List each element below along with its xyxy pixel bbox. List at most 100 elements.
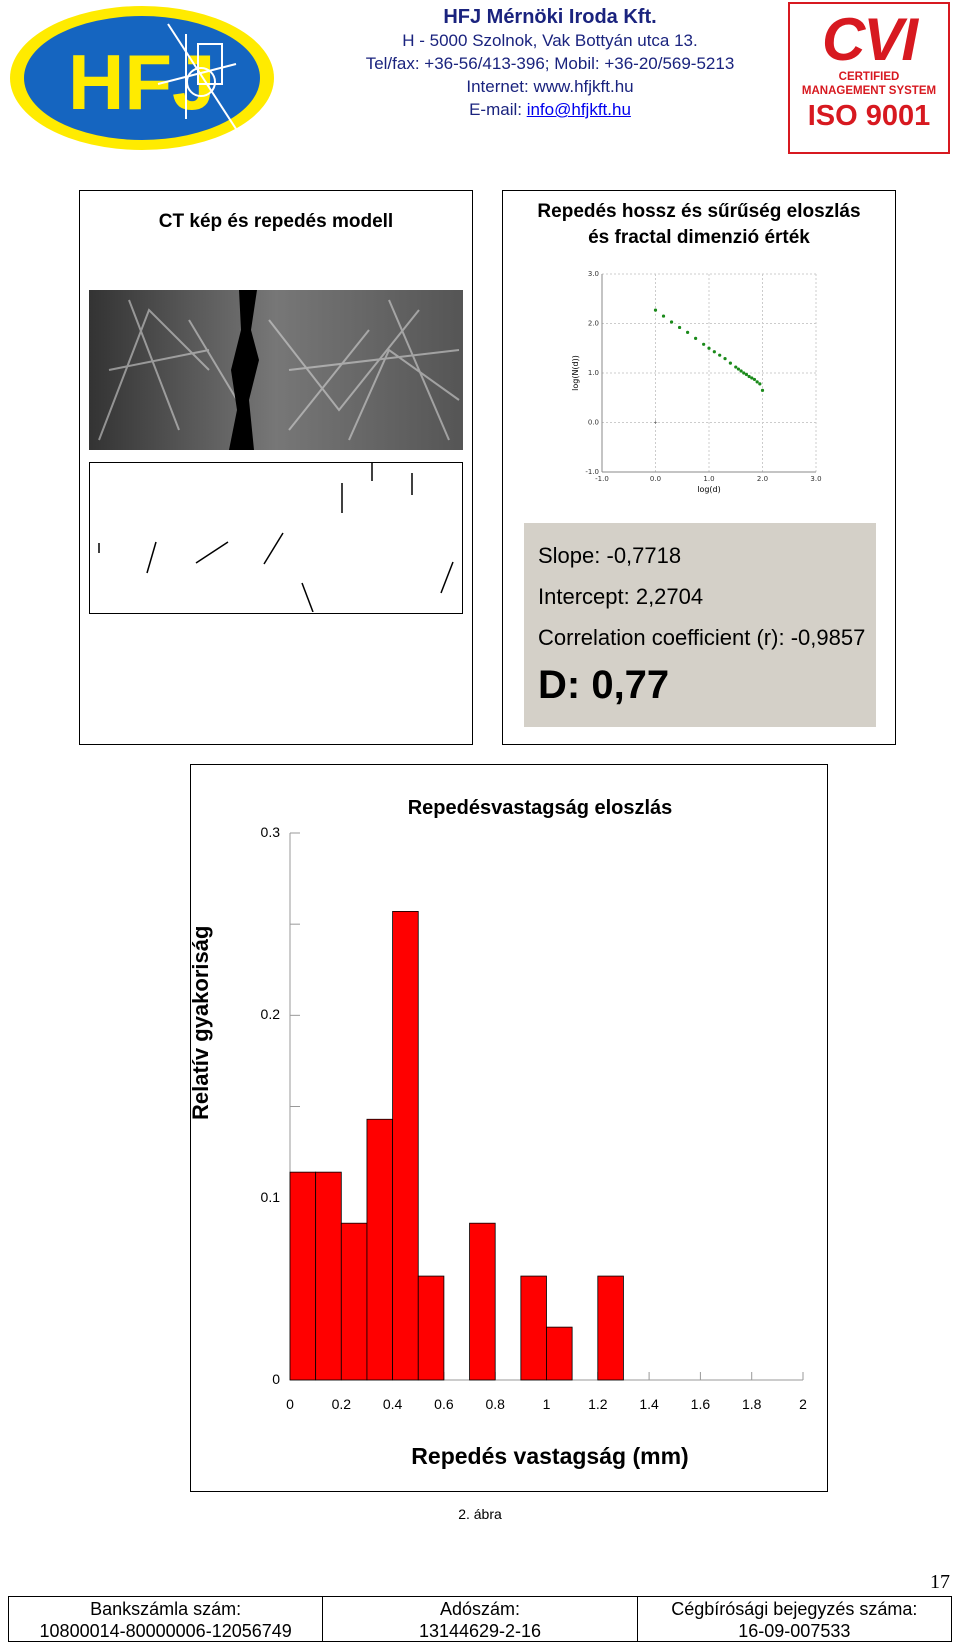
scatter-point — [723, 357, 727, 361]
scatter-point — [760, 388, 765, 392]
ct-panel-title: CT kép és repedés modell — [158, 211, 394, 232]
scatter-y-tick-label: 2.0 — [588, 320, 599, 328]
footer-bank: Bankszámla szám: 10800014-80000006-12056… — [9, 1597, 324, 1641]
footer-tax: Adószám: 13144629-2-16 — [323, 1597, 638, 1641]
scatter-point — [694, 336, 698, 340]
scatter-point — [734, 365, 738, 369]
footer-bank-value: 10800014-80000006-12056749 — [39, 1621, 292, 1641]
histogram-bar — [597, 1275, 624, 1381]
histogram-bar — [289, 1171, 317, 1381]
histogram-x-tick-label: 1.8 — [741, 1396, 762, 1412]
scatter-point — [718, 353, 722, 357]
scatter-x-tick-label: 1.0 — [703, 475, 714, 483]
scatter-point — [739, 369, 743, 373]
histogram-y-tick-label: 0 — [272, 1371, 280, 1387]
footer: Bankszámla szám: 10800014-80000006-12056… — [8, 1596, 952, 1642]
cvi-logo-management: MANAGEMENT SYSTEM — [801, 85, 937, 97]
email-label: E-mail: — [469, 100, 527, 119]
histogram-y-tick-label: 0.1 — [260, 1188, 280, 1205]
scatter-y-tick-label: 1.0 — [588, 369, 599, 377]
cvi-logo-iso: ISO 9001 — [807, 100, 931, 132]
slope-value: Slope: -0,7718 — [538, 543, 682, 568]
histogram-x-tick-label: 1.2 — [588, 1396, 608, 1412]
histogram-x-tick-label: 0 — [286, 1396, 294, 1412]
scatter-point — [750, 376, 754, 380]
fractal-dimension-value: D: 0,77 — [538, 663, 670, 707]
company-info: HFJ Mérnöki Iroda Kft. H - 5000 Szolnok,… — [290, 6, 810, 121]
footer-tax-value: 13144629-2-16 — [418, 1621, 542, 1641]
fractal-panel-title-2: és fractal dimenzió érték — [588, 227, 810, 248]
histogram-bar — [340, 1222, 368, 1381]
histogram-bar — [417, 1275, 445, 1381]
footer-registry-label: Cégbírósági bejegyzés száma: — [671, 1599, 918, 1619]
histogram-bar — [520, 1275, 547, 1381]
scatter-point — [752, 377, 757, 382]
scatter-point — [661, 314, 666, 318]
scatter-point — [707, 346, 711, 350]
cvi-logo-certified: CERTIFIED — [838, 71, 900, 83]
histogram-y-axis-title: Relatív gyakoriság — [188, 925, 213, 1120]
scatter-point — [702, 342, 706, 346]
correlation-value: Correlation coefficient (r): -0,9857 — [538, 625, 866, 650]
figure-caption: 2. ábra — [458, 1506, 502, 1522]
scatter-point — [653, 308, 658, 312]
scatter-point — [758, 382, 762, 386]
intercept-value: Intercept: 2,2704 — [538, 584, 704, 609]
fractal-panel-title-1: Repedés hossz és sűrűség eloszlás — [537, 201, 861, 222]
scatter-x-axis-title: log(d) — [697, 485, 721, 494]
scatter-origin-marker: + — [653, 420, 657, 427]
scatter-point — [728, 361, 732, 365]
scatter-point — [744, 372, 749, 377]
footer-registry: Cégbírósági bejegyzés száma: 16-09-00753… — [638, 1597, 951, 1641]
ct-scan-image — [89, 290, 463, 450]
histogram-x-tick-label: 1.6 — [690, 1396, 711, 1412]
crack-model-diagram — [89, 462, 463, 614]
company-email-line: E-mail: info@hfjkft.hu — [290, 98, 810, 121]
histogram-x-tick-label: 2 — [799, 1396, 807, 1412]
histogram-bar — [315, 1171, 342, 1381]
histogram-bar — [366, 1118, 393, 1381]
histogram-x-tick-label: 1 — [542, 1396, 551, 1412]
email-link[interactable]: info@hfjkft.hu — [526, 100, 631, 119]
scatter-x-tick-label: 3.0 — [810, 475, 821, 483]
hfj-logo: HFJ — [8, 4, 276, 152]
scatter-x-tick-label: -1.0 — [595, 475, 609, 483]
histogram-x-tick-label: 1.4 — [639, 1396, 659, 1412]
scatter-y-tick-label: 0.0 — [588, 419, 599, 427]
footer-registry-value: 16-09-007533 — [738, 1621, 851, 1641]
scatter-y-tick-label: 3.0 — [588, 270, 599, 278]
page-number: 17 — [930, 1571, 950, 1593]
scatter-point — [712, 350, 716, 354]
scatter-point — [669, 320, 674, 324]
histogram-bar — [469, 1222, 496, 1381]
company-phones: Tel/fax: +36-56/413-396; Mobil: +36-20/5… — [365, 54, 735, 73]
fractal-panel: Repedés hossz és sűrűség eloszlás és fra… — [502, 190, 896, 745]
footer-bank-label: Bankszámla szám: — [90, 1599, 242, 1619]
scatter-point — [686, 330, 690, 335]
histogram-x-tick-label: 0.6 — [434, 1396, 454, 1412]
hfj-logo-text: HFJ — [68, 38, 215, 126]
cvi-logo-word: CVI — [821, 6, 918, 73]
cvi-iso-logo: CVI CERTIFIED MANAGEMENT SYSTEM ISO 9001 — [788, 2, 950, 154]
histogram-y-tick-label: 0.3 — [260, 824, 280, 840]
fractal-stats-panel: Slope: -0,7718 Intercept: 2,2704 Correla… — [524, 523, 876, 727]
histogram-y-tick-label: 0.2 — [260, 1006, 280, 1023]
scatter-point — [755, 380, 759, 384]
fractal-scatter-chart: -1.0 0.0 1.0 2.0 3.0 3.0 2.0 1.0 0.0 -1.0 log(d) lo… — [566, 268, 832, 504]
scatter-point — [742, 371, 746, 375]
histogram-bar — [392, 911, 419, 1381]
footer-tax-label: Adószám: — [439, 1599, 521, 1619]
scatter-y-axis-title: log(N(d)) — [571, 355, 580, 391]
histogram-frame — [190, 764, 828, 1492]
company-name: HFJ Mérnöki Iroda Kft. — [443, 6, 657, 28]
histogram-bar — [546, 1326, 573, 1381]
ct-panel: CT kép és repedés modell — [79, 190, 473, 745]
scatter-x-tick-label: 2.0 — [757, 475, 768, 483]
histogram-x-tick-label: 0.2 — [331, 1396, 352, 1412]
scatter-point — [747, 374, 751, 379]
scatter-x-tick-label: 0.0 — [650, 475, 661, 483]
scatter-y-tick-label: -1.0 — [585, 468, 599, 476]
scatter-point — [677, 325, 682, 330]
histogram-chart — [289, 832, 804, 1381]
company-address: H - 5000 Szolnok, Vak Bottyán utca 13. — [402, 31, 698, 50]
